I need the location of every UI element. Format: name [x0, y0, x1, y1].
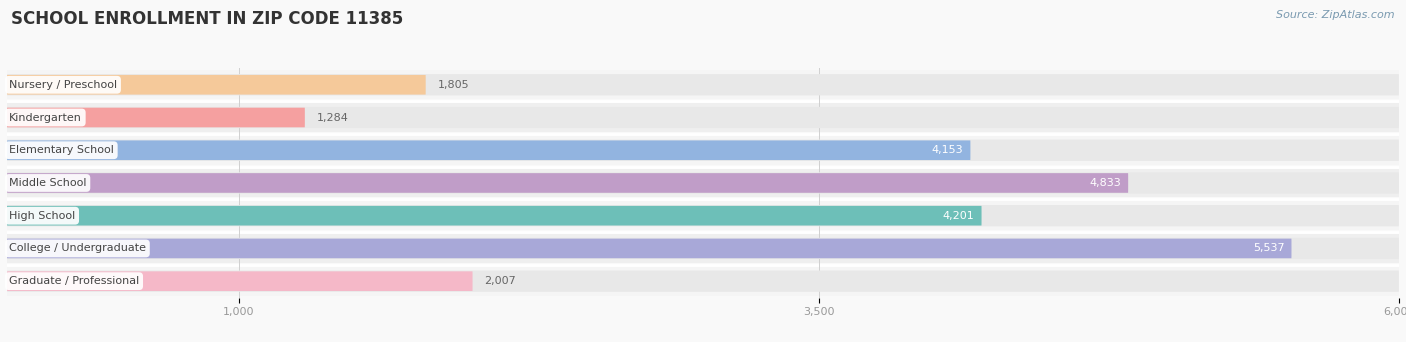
Text: 1,805: 1,805: [437, 80, 470, 90]
FancyBboxPatch shape: [7, 206, 981, 225]
Bar: [7, 234, 1399, 263]
Text: 4,201: 4,201: [943, 211, 974, 221]
FancyBboxPatch shape: [7, 173, 1128, 193]
Text: Middle School: Middle School: [8, 178, 86, 188]
Bar: [7, 201, 1399, 230]
Bar: [7, 169, 1399, 197]
FancyBboxPatch shape: [7, 107, 1399, 128]
Bar: [7, 70, 1399, 99]
FancyBboxPatch shape: [7, 205, 1399, 226]
FancyBboxPatch shape: [7, 108, 305, 127]
Text: College / Undergraduate: College / Undergraduate: [8, 244, 146, 253]
Text: 2,007: 2,007: [484, 276, 516, 286]
FancyBboxPatch shape: [7, 141, 970, 160]
Text: Nursery / Preschool: Nursery / Preschool: [8, 80, 117, 90]
Text: Source: ZipAtlas.com: Source: ZipAtlas.com: [1277, 10, 1395, 20]
Bar: [7, 267, 1399, 295]
Text: Graduate / Professional: Graduate / Professional: [8, 276, 139, 286]
Text: 5,537: 5,537: [1253, 244, 1285, 253]
Text: High School: High School: [8, 211, 75, 221]
FancyBboxPatch shape: [7, 172, 1399, 194]
Text: 1,284: 1,284: [316, 113, 349, 122]
Text: Elementary School: Elementary School: [8, 145, 114, 155]
FancyBboxPatch shape: [7, 75, 426, 95]
Text: 4,833: 4,833: [1090, 178, 1121, 188]
FancyBboxPatch shape: [7, 239, 1292, 258]
Bar: [7, 103, 1399, 132]
Text: SCHOOL ENROLLMENT IN ZIP CODE 11385: SCHOOL ENROLLMENT IN ZIP CODE 11385: [11, 10, 404, 28]
Text: Kindergarten: Kindergarten: [8, 113, 82, 122]
FancyBboxPatch shape: [7, 271, 472, 291]
FancyBboxPatch shape: [7, 74, 1399, 95]
Bar: [7, 136, 1399, 165]
Text: 4,153: 4,153: [932, 145, 963, 155]
FancyBboxPatch shape: [7, 238, 1399, 259]
FancyBboxPatch shape: [7, 140, 1399, 161]
FancyBboxPatch shape: [7, 271, 1399, 292]
